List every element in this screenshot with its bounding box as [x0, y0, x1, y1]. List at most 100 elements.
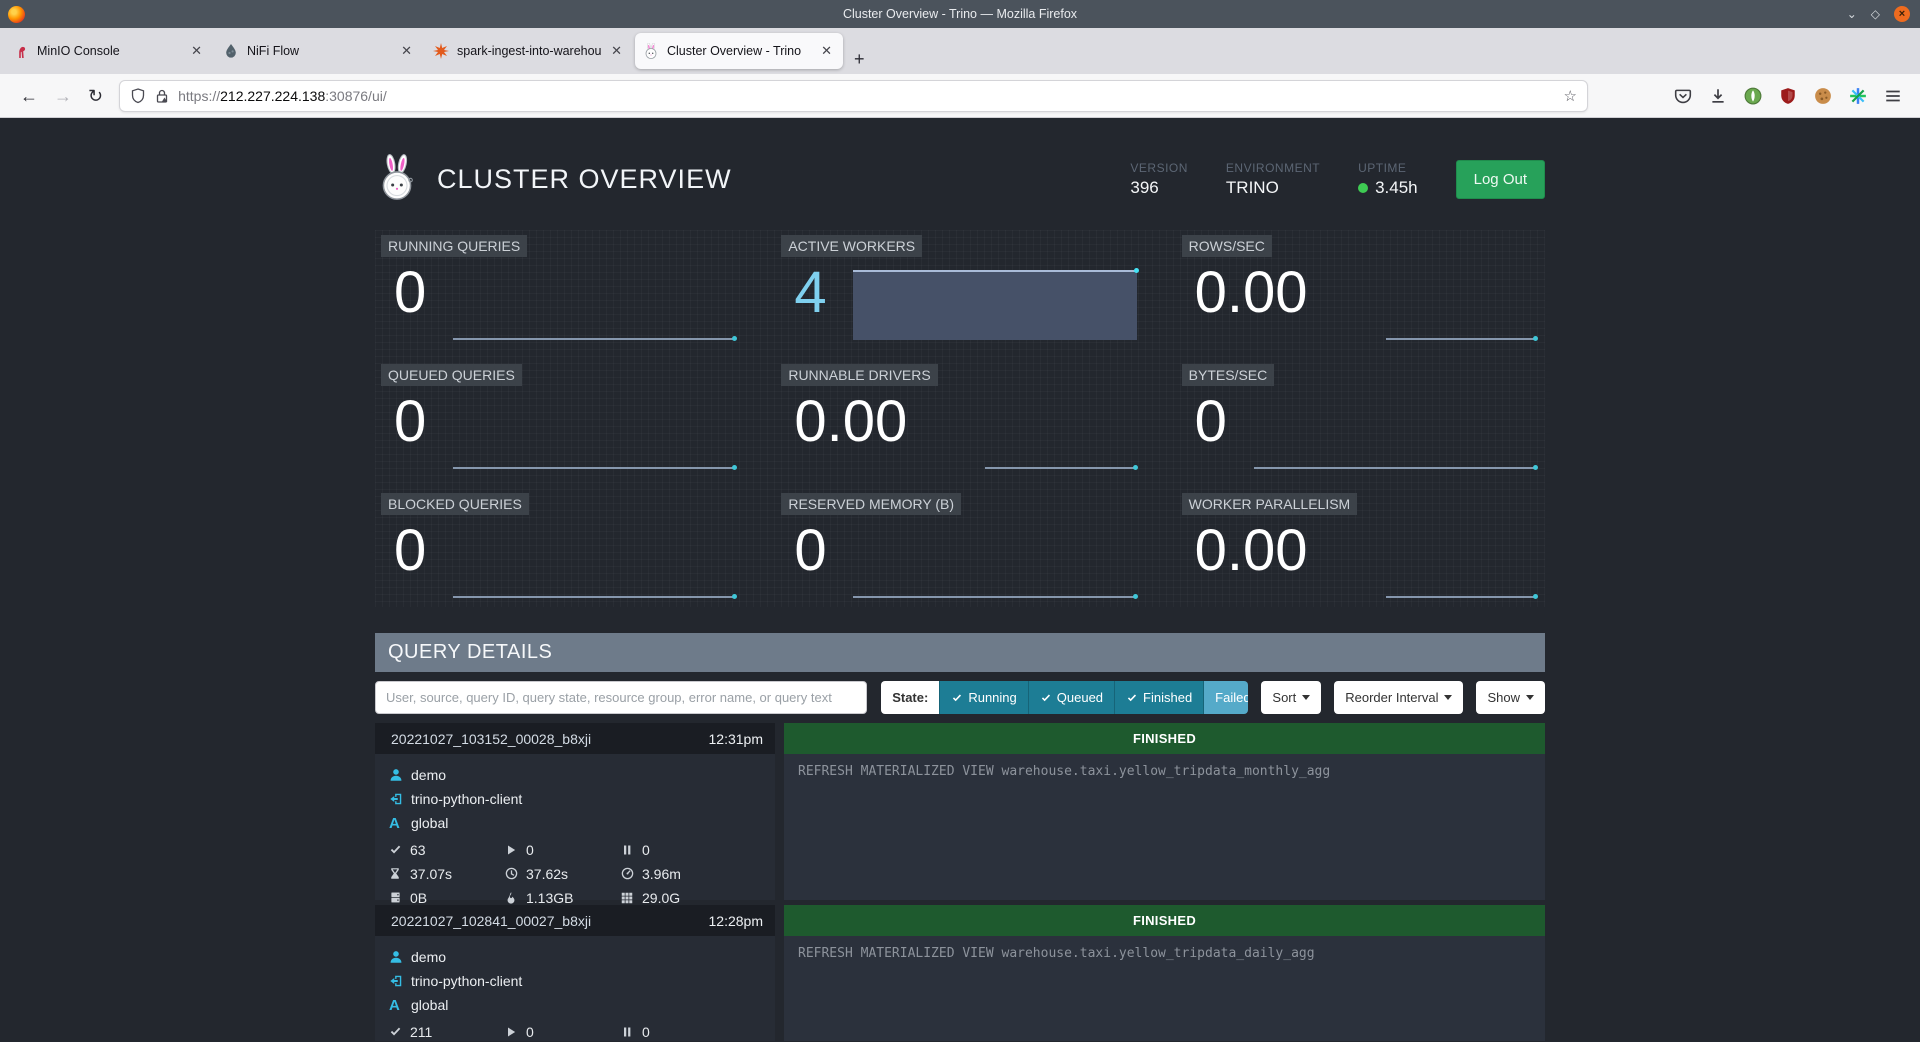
- tab-close-icon[interactable]: ✕: [191, 43, 202, 58]
- sparkline: [1253, 465, 1539, 470]
- query-resource-group: global: [411, 997, 449, 1013]
- query-time: 12:31pm: [708, 730, 763, 747]
- download-icon[interactable]: [1709, 87, 1727, 105]
- back-icon[interactable]: ←: [20, 85, 38, 106]
- tab-nifi-flow[interactable]: NiFi Flow ✕: [215, 33, 423, 69]
- tab-close-icon[interactable]: ✕: [821, 43, 832, 58]
- bookmark-star-icon[interactable]: ☆: [1563, 87, 1577, 105]
- query-source: trino-python-client: [411, 791, 523, 807]
- current-memory: 0B: [410, 889, 428, 906]
- maximize-icon[interactable]: ◇: [1870, 7, 1880, 21]
- query-row-header: 20221027_102841_00027_b8xji 12:28pm: [375, 905, 775, 936]
- sparkline: [985, 465, 1138, 470]
- sign-in-icon: [389, 974, 411, 988]
- tab-title: MinIO Console: [37, 44, 120, 58]
- sparkline: [853, 594, 1138, 599]
- cpu-time: 3.96m: [642, 865, 681, 882]
- window-titlebar: Cluster Overview - Trino — Mozilla Firef…: [0, 0, 1920, 28]
- stat-tile-queued-queries: QUEUED QUERIES 0: [375, 359, 744, 478]
- tab-spark-notebook[interactable]: spark-ingest-into-warehou ✕: [425, 33, 633, 69]
- tab-title: NiFi Flow: [247, 44, 300, 58]
- show-dropdown[interactable]: Show: [1476, 681, 1545, 714]
- url-text: https://212.227.224.138:30876/ui/: [178, 87, 387, 104]
- sparkline: [453, 594, 738, 599]
- query-id-link[interactable]: 20221027_102841_00027_b8xji: [391, 912, 592, 929]
- check-icon: [389, 843, 410, 856]
- total-time: 37.62s: [526, 865, 569, 882]
- minimize-icon[interactable]: ⌄: [1846, 7, 1857, 21]
- trino-bunny-icon: [643, 43, 659, 59]
- tab-title: Cluster Overview - Trino: [667, 44, 802, 58]
- tab-cluster-overview-active[interactable]: Cluster Overview - Trino ✕: [635, 33, 843, 69]
- menu-icon[interactable]: [1884, 87, 1902, 105]
- url-bar[interactable]: https://212.227.224.138:30876/ui/ ☆: [119, 79, 1588, 112]
- splits-queued: 0: [642, 841, 650, 858]
- colorful-asterisk-icon[interactable]: [1849, 87, 1867, 105]
- check-icon: [951, 692, 963, 704]
- stat-tile-worker-parallelism: WORKER PARALLELISM 0.00: [1176, 488, 1545, 607]
- filter-failed-dropdown[interactable]: Failed: [1203, 681, 1249, 714]
- close-icon[interactable]: ×: [1894, 6, 1910, 22]
- filter-running-button[interactable]: Running: [939, 681, 1028, 714]
- play-icon: [505, 844, 526, 856]
- flame-icon: [505, 891, 526, 904]
- cumulative-memory: 29.0G: [642, 889, 681, 906]
- pause-icon: [621, 844, 642, 856]
- lock-warning-icon[interactable]: [154, 88, 170, 104]
- sparkline: [1385, 594, 1539, 599]
- privacy-extension-icon[interactable]: [1744, 87, 1762, 105]
- logout-button[interactable]: Log Out: [1455, 159, 1545, 199]
- tab-bar: MinIO Console ✕ NiFi Flow ✕ spark-ingest…: [0, 28, 1920, 74]
- query-resource-group: global: [411, 815, 449, 831]
- check-icon: [1126, 692, 1138, 704]
- grid-icon: [621, 892, 642, 904]
- sparkline-area: [853, 268, 1139, 340]
- ublock-shield-icon[interactable]: [1779, 87, 1797, 105]
- uptime-block: UPTIME 3.45h: [1358, 161, 1418, 198]
- splits-queued: 0: [642, 1023, 650, 1040]
- pause-icon: [621, 1026, 642, 1038]
- sparkline: [1385, 336, 1539, 341]
- sort-dropdown[interactable]: Sort: [1261, 681, 1322, 714]
- check-icon: [389, 1025, 410, 1038]
- filter-queued-button[interactable]: Queued: [1027, 681, 1115, 714]
- version-label: VERSION: [1130, 160, 1188, 175]
- stat-tile-reserved-memory: RESERVED MEMORY (B) 0: [775, 488, 1144, 607]
- query-id-link[interactable]: 20221027_103152_00028_b8xji: [391, 730, 592, 747]
- user-icon: [389, 950, 411, 964]
- gauge-icon: [621, 867, 642, 880]
- tab-close-icon[interactable]: ✕: [611, 43, 622, 58]
- page-title: CLUSTER OVERVIEW: [437, 163, 732, 194]
- tab-close-icon[interactable]: ✕: [401, 43, 412, 58]
- query-row-header: 20221027_103152_00028_b8xji 12:31pm: [375, 723, 775, 754]
- query-search-input[interactable]: [375, 681, 868, 714]
- tracking-shield-icon[interactable]: [130, 87, 146, 104]
- new-tab-button[interactable]: +: [854, 49, 865, 69]
- stat-tile-running-queries: RUNNING QUERIES 0: [375, 230, 744, 349]
- query-user: demo: [411, 949, 447, 965]
- splits-completed: 63: [410, 841, 426, 858]
- query-source: trino-python-client: [411, 973, 523, 989]
- page-header: CLUSTER OVERVIEW VERSION 396 ENVIRONMENT…: [375, 118, 1545, 214]
- state-label: State:: [881, 681, 940, 714]
- reorder-interval-dropdown[interactable]: Reorder Interval: [1334, 681, 1464, 714]
- filter-finished-button[interactable]: Finished: [1114, 681, 1204, 714]
- pocket-icon[interactable]: [1674, 87, 1692, 105]
- state-filter-group: State: Running Queued Finished Failed: [881, 681, 1249, 714]
- cookie-icon[interactable]: [1814, 87, 1832, 105]
- caret-down-icon: [1444, 695, 1453, 700]
- splits-completed: 211: [410, 1023, 433, 1040]
- forward-icon[interactable]: →: [54, 85, 72, 106]
- sign-in-icon: [389, 792, 411, 806]
- stat-tile-bytes-sec: BYTES/SEC 0: [1176, 359, 1545, 478]
- query-user: demo: [411, 767, 447, 783]
- query-details-header: QUERY DETAILS: [375, 633, 1545, 672]
- query-time: 12:28pm: [708, 912, 763, 929]
- tab-minio-console[interactable]: MinIO Console ✕: [5, 33, 213, 69]
- reload-icon[interactable]: ↻: [88, 85, 104, 106]
- query-status-badge: FINISHED: [784, 905, 1545, 936]
- query-row: 20221027_102841_00027_b8xji 12:28pm FINI…: [375, 905, 1545, 1041]
- stat-tile-blocked-queries: BLOCKED QUERIES 0: [375, 488, 744, 607]
- clock-icon: [505, 867, 526, 880]
